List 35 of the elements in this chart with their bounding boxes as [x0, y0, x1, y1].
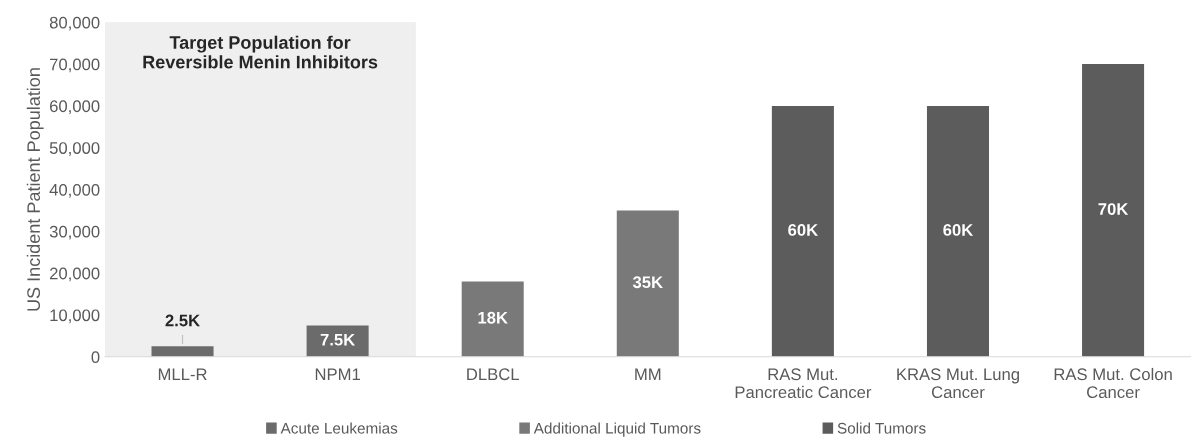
bar [461, 281, 524, 357]
data-label: 2.5K [165, 314, 200, 327]
y-tick-label: 40,000 [49, 183, 100, 198]
y-tick-label: 80,000 [49, 16, 100, 31]
x-tick-label: MM [635, 368, 661, 380]
data-label: 18K [478, 311, 508, 324]
y-tick-label: 30,000 [49, 225, 100, 240]
bar [926, 105, 989, 357]
data-label: 70K [1098, 203, 1129, 215]
data-label: 60K [943, 224, 974, 236]
y-tick-label: 50,000 [49, 142, 100, 156]
x-tick-label: MLL-R [158, 368, 207, 380]
legend-label: Acute Leukemias [280, 422, 398, 434]
bar [616, 210, 679, 357]
x-tick-label: NPM1 [315, 368, 360, 380]
y-tick-label: 60,000 [50, 100, 100, 115]
data-label: 35K [632, 276, 663, 289]
y-tick-label: 10,000 [50, 309, 100, 324]
bar [151, 346, 214, 357]
y-tick-label: 70,000 [50, 58, 100, 73]
legend-label: Solid Tumors [837, 422, 926, 434]
band-label: Target Population for Reversible Menin Inhibitors [143, 35, 378, 69]
bar [1082, 64, 1145, 357]
y-tick-label: 20,000 [49, 267, 100, 282]
bar [771, 105, 834, 357]
x-tick-label: RAS Mut. Pancreatic Cancer [735, 368, 872, 399]
data-label: 7.5K [320, 333, 356, 346]
bar [306, 325, 369, 357]
data-label: 60K [788, 224, 819, 236]
x-tick-label: DLBCL [467, 368, 520, 381]
y-axis-title: US Incident Patient Population [26, 68, 44, 311]
x-tick-label: RAS Mut. Colon Cancer [1054, 367, 1172, 399]
x-tick-label: KRAS Mut. Lung Cancer [897, 368, 1019, 399]
y-tick-label: 0 [91, 351, 100, 363]
legend-label: Additional Liquid Tumors [533, 422, 701, 437]
